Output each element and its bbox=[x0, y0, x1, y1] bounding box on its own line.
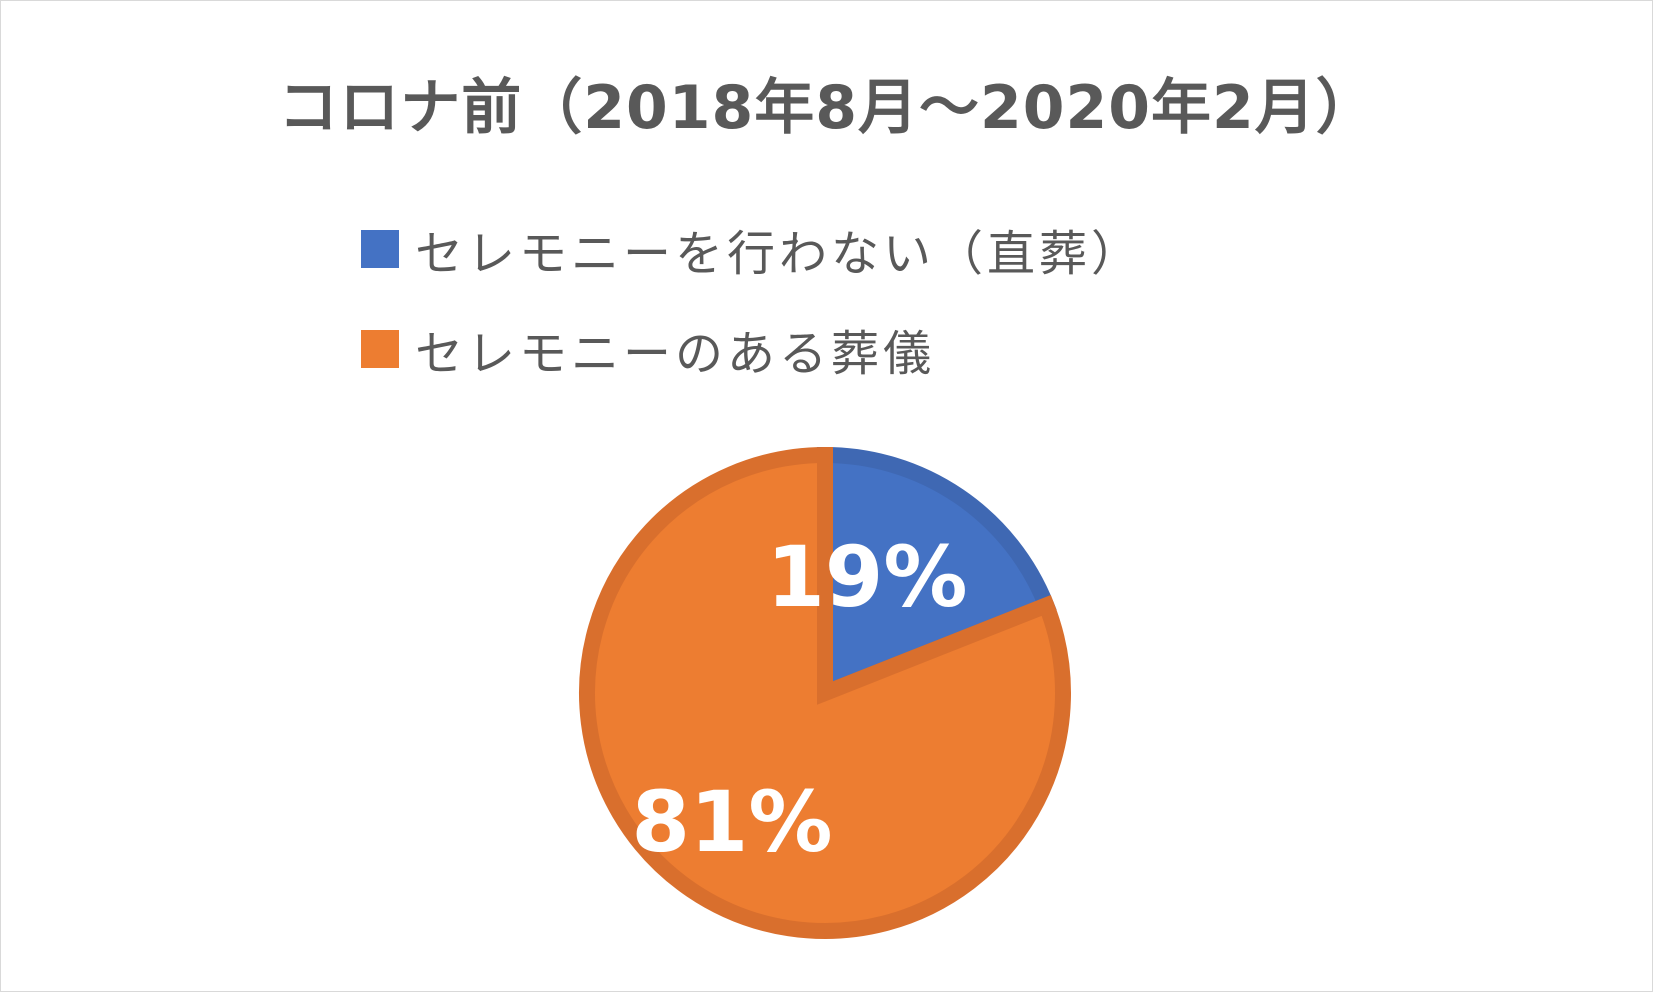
data-label-ceremony-funeral: 81% bbox=[631, 773, 832, 871]
legend-swatch-ceremony-funeral bbox=[361, 330, 399, 368]
pie-slice-direct-cremation bbox=[817, 446, 1057, 705]
pie-slices bbox=[579, 446, 1072, 939]
legend-label-ceremony-funeral: セレモニーのある葬儀 bbox=[415, 326, 936, 382]
legend-item-direct-cremation: セレモニーを行わない（直葬） bbox=[361, 199, 1143, 299]
legend-swatch-direct-cremation bbox=[361, 230, 399, 268]
legend-item-ceremony-funeral: セレモニーのある葬儀 bbox=[361, 299, 1143, 399]
data-label-direct-cremation: 19% bbox=[766, 528, 967, 626]
pie-slice-ceremony-funeral bbox=[579, 446, 1072, 939]
chart-title: コロナ前（2018年8月～2020年2月） bbox=[278, 73, 1377, 143]
legend-label-direct-cremation: セレモニーを行わない（直葬） bbox=[415, 226, 1144, 282]
legend: セレモニーを行わない（直葬） セレモニーのある葬儀 bbox=[361, 199, 1143, 399]
